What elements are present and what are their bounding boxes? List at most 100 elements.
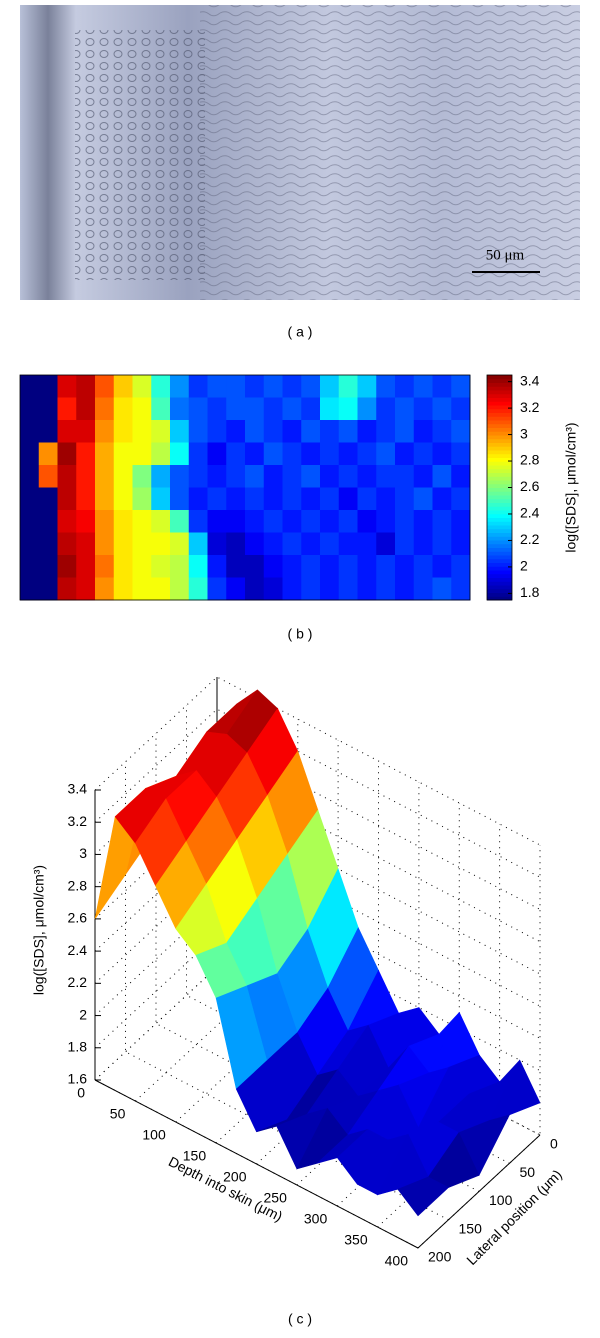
heat-cell	[376, 420, 396, 443]
colorbar-step	[487, 457, 512, 462]
x-tick-label: 200	[223, 1169, 247, 1185]
heat-cell	[57, 420, 77, 443]
heat-cell	[113, 577, 133, 601]
heat-cell	[413, 532, 433, 556]
heat-cell	[132, 555, 152, 578]
heat-cell	[132, 397, 152, 421]
heat-cell	[282, 532, 302, 556]
heat-cell	[320, 420, 340, 443]
heat-cell	[451, 375, 471, 398]
heat-cell	[20, 487, 40, 511]
heat-cell	[320, 532, 340, 556]
heat-cell	[451, 420, 471, 443]
heat-cell	[38, 442, 58, 466]
colorbar-step	[487, 480, 512, 485]
heat-cell	[357, 420, 377, 443]
heat-cell	[226, 375, 246, 398]
heat-cell	[226, 555, 246, 578]
x-tick-label: 250	[264, 1190, 288, 1206]
colorbar-step	[487, 573, 512, 578]
heat-cell	[226, 510, 246, 533]
heat-cell	[432, 577, 452, 601]
panel-label: ( a )	[288, 324, 313, 340]
x-tick-label: 100	[142, 1127, 166, 1143]
heat-cell	[413, 487, 433, 511]
panel-label: ( b )	[288, 626, 313, 642]
heat-cell	[451, 532, 471, 556]
heat-cell	[226, 442, 246, 466]
heat-cell	[320, 555, 340, 578]
heat-cell	[301, 442, 321, 466]
heat-cell	[113, 420, 133, 443]
heat-cell	[188, 420, 208, 443]
heat-cell	[376, 465, 396, 488]
heat-cell	[395, 375, 415, 398]
heat-cell	[301, 487, 321, 511]
colorbar-step	[487, 468, 512, 473]
heat-cell	[113, 532, 133, 556]
colorbar-step	[487, 547, 512, 552]
colorbar-step	[487, 465, 512, 470]
colorbar-step	[487, 423, 512, 428]
heat-cell	[132, 375, 152, 398]
heat-cell	[188, 442, 208, 466]
heat-cell	[395, 555, 415, 578]
x-tick-label: 150	[183, 1148, 207, 1164]
colorbar-tick-label: 2	[520, 558, 528, 574]
heat-cell	[432, 465, 452, 488]
heat-cell	[20, 397, 40, 421]
heat-cell	[263, 375, 283, 398]
heat-cell	[95, 442, 115, 466]
heat-cell	[207, 375, 227, 398]
heat-cell	[432, 375, 452, 398]
heat-cell	[151, 510, 171, 533]
x-tick-label: 400	[385, 1253, 409, 1269]
colorbar-step	[487, 536, 512, 541]
heat-cell	[188, 555, 208, 578]
colorbar-tick-label: 3.4	[520, 372, 540, 388]
heat-cell	[432, 510, 452, 533]
heat-cell	[282, 487, 302, 511]
heat-cell	[20, 577, 40, 601]
heat-cell	[451, 397, 471, 421]
heat-cell	[301, 465, 321, 488]
heat-cell	[245, 577, 265, 601]
surface-cell	[397, 1176, 450, 1217]
heatmap-frame	[19, 374, 471, 601]
z-tick-label: 3.4	[68, 781, 88, 797]
heat-cell	[170, 487, 190, 511]
colorbar-step	[487, 393, 512, 398]
heat-cell	[95, 555, 115, 578]
z-tick-label: 3.2	[68, 813, 88, 829]
heat-cell	[207, 510, 227, 533]
heat-cell	[245, 487, 265, 511]
heat-cell	[151, 555, 171, 578]
colorbar-step	[487, 487, 512, 492]
heat-cell	[320, 397, 340, 421]
heat-cell	[263, 555, 283, 578]
heat-cell	[338, 420, 358, 443]
y-tick-label: 50	[520, 1164, 536, 1180]
colorbar-step	[487, 502, 512, 507]
colorbar-step	[487, 420, 512, 425]
heat-cell	[20, 532, 40, 556]
heat-cell	[432, 397, 452, 421]
heat-cell	[301, 397, 321, 421]
heat-cell	[376, 532, 396, 556]
heat-cell	[263, 487, 283, 511]
colorbar-step	[487, 555, 512, 560]
heat-cell	[76, 577, 96, 601]
heat-cell	[282, 375, 302, 398]
colorbar-step	[487, 442, 512, 447]
heat-cell	[57, 577, 77, 601]
y-tick-label: 0	[550, 1136, 558, 1152]
heat-cell	[263, 465, 283, 488]
heat-cell	[338, 465, 358, 488]
colorbar-step	[487, 510, 512, 515]
heat-cell	[376, 397, 396, 421]
heat-cell	[188, 487, 208, 511]
z-axis-label: log([SDS], μmol/cm³)	[31, 865, 47, 995]
heat-cell	[357, 397, 377, 421]
colorbar-step	[487, 390, 512, 395]
colorbar-step	[487, 491, 512, 496]
